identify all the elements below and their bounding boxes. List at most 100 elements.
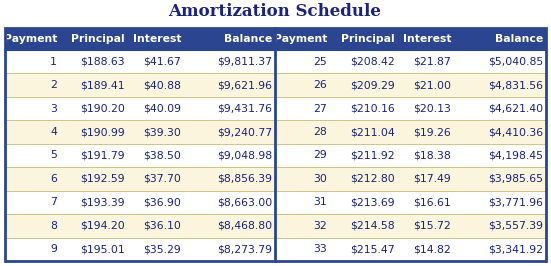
Bar <box>275 73 546 97</box>
Bar <box>275 191 546 214</box>
Text: 26: 26 <box>314 80 327 90</box>
Text: 28: 28 <box>314 127 327 137</box>
Text: $194.20: $194.20 <box>80 221 125 231</box>
Text: Payment: Payment <box>274 34 327 44</box>
Text: $16.61: $16.61 <box>413 197 451 207</box>
Text: $3,341.92: $3,341.92 <box>488 244 543 254</box>
Text: $192.59: $192.59 <box>80 174 125 184</box>
Text: $9,048.98: $9,048.98 <box>217 151 272 160</box>
Text: $18.38: $18.38 <box>413 151 451 160</box>
Text: $21.00: $21.00 <box>413 80 451 90</box>
Text: 8: 8 <box>50 221 57 231</box>
Text: $195.01: $195.01 <box>80 244 125 254</box>
Text: Interest: Interest <box>132 34 181 44</box>
Text: $8,856.39: $8,856.39 <box>217 174 272 184</box>
Bar <box>5 120 275 144</box>
Text: $9,240.77: $9,240.77 <box>217 127 272 137</box>
Text: 1: 1 <box>50 57 57 67</box>
Text: 5: 5 <box>50 151 57 160</box>
Bar <box>275 120 546 144</box>
Text: $209.29: $209.29 <box>350 80 395 90</box>
Text: Payment: Payment <box>4 34 57 44</box>
Text: $37.70: $37.70 <box>143 174 181 184</box>
Text: 9: 9 <box>50 244 57 254</box>
Text: $212.80: $212.80 <box>350 174 395 184</box>
Text: $3,985.65: $3,985.65 <box>488 174 543 184</box>
Text: $40.88: $40.88 <box>143 80 181 90</box>
Text: $21.87: $21.87 <box>413 57 451 67</box>
Bar <box>5 28 546 261</box>
Text: $4,621.40: $4,621.40 <box>488 104 543 114</box>
Text: $9,621.96: $9,621.96 <box>217 80 272 90</box>
Text: $9,811.37: $9,811.37 <box>217 57 272 67</box>
Text: 3: 3 <box>50 104 57 114</box>
Text: $15.72: $15.72 <box>413 221 451 231</box>
Text: $20.13: $20.13 <box>413 104 451 114</box>
Bar <box>275 50 546 73</box>
Text: $191.79: $191.79 <box>80 151 125 160</box>
Text: Principal: Principal <box>342 34 395 44</box>
Text: 29: 29 <box>314 151 327 160</box>
Text: Principal: Principal <box>72 34 125 44</box>
Text: $5,040.85: $5,040.85 <box>488 57 543 67</box>
Bar <box>5 167 275 191</box>
Text: $4,198.45: $4,198.45 <box>488 151 543 160</box>
Bar <box>5 50 275 73</box>
Text: 27: 27 <box>314 104 327 114</box>
Text: 31: 31 <box>314 197 327 207</box>
Text: 32: 32 <box>314 221 327 231</box>
Text: $40.09: $40.09 <box>143 104 181 114</box>
Text: $17.49: $17.49 <box>413 174 451 184</box>
Bar <box>275 28 546 50</box>
Text: $211.92: $211.92 <box>350 151 395 160</box>
Text: $210.16: $210.16 <box>350 104 395 114</box>
Text: 25: 25 <box>314 57 327 67</box>
Text: $190.20: $190.20 <box>80 104 125 114</box>
Text: $188.63: $188.63 <box>80 57 125 67</box>
Text: $3,557.39: $3,557.39 <box>488 221 543 231</box>
Text: $38.50: $38.50 <box>143 151 181 160</box>
Text: Amortization Schedule: Amortization Schedule <box>169 2 381 19</box>
Text: $208.42: $208.42 <box>350 57 395 67</box>
Text: 6: 6 <box>50 174 57 184</box>
Bar <box>275 238 546 261</box>
Text: $215.47: $215.47 <box>350 244 395 254</box>
Text: $36.90: $36.90 <box>143 197 181 207</box>
Text: $214.58: $214.58 <box>350 221 395 231</box>
Bar <box>5 214 275 238</box>
Text: 33: 33 <box>314 244 327 254</box>
Text: 2: 2 <box>50 80 57 90</box>
Text: $4,831.56: $4,831.56 <box>488 80 543 90</box>
Bar <box>275 167 546 191</box>
Text: $190.99: $190.99 <box>80 127 125 137</box>
Text: Balance: Balance <box>224 34 272 44</box>
Text: $8,663.00: $8,663.00 <box>217 197 272 207</box>
Text: $35.29: $35.29 <box>143 244 181 254</box>
Bar <box>5 28 275 50</box>
Text: Interest: Interest <box>402 34 451 44</box>
Bar <box>275 214 546 238</box>
Text: $36.10: $36.10 <box>143 221 181 231</box>
Bar <box>275 144 546 167</box>
Text: $213.69: $213.69 <box>350 197 395 207</box>
Text: $211.04: $211.04 <box>350 127 395 137</box>
Bar <box>275 97 546 120</box>
Text: $41.67: $41.67 <box>143 57 181 67</box>
Text: $14.82: $14.82 <box>413 244 451 254</box>
Text: $3,771.96: $3,771.96 <box>488 197 543 207</box>
Bar <box>5 73 275 97</box>
Text: $4,410.36: $4,410.36 <box>488 127 543 137</box>
Bar <box>5 144 275 167</box>
Text: 7: 7 <box>50 197 57 207</box>
Text: $193.39: $193.39 <box>80 197 125 207</box>
Text: $9,431.76: $9,431.76 <box>217 104 272 114</box>
Bar <box>5 238 275 261</box>
Text: $19.26: $19.26 <box>413 127 451 137</box>
Text: $8,468.80: $8,468.80 <box>217 221 272 231</box>
Text: Balance: Balance <box>495 34 543 44</box>
Text: 4: 4 <box>50 127 57 137</box>
Bar <box>5 191 275 214</box>
Bar <box>5 97 275 120</box>
Text: $39.30: $39.30 <box>143 127 181 137</box>
Text: $8,273.79: $8,273.79 <box>217 244 272 254</box>
